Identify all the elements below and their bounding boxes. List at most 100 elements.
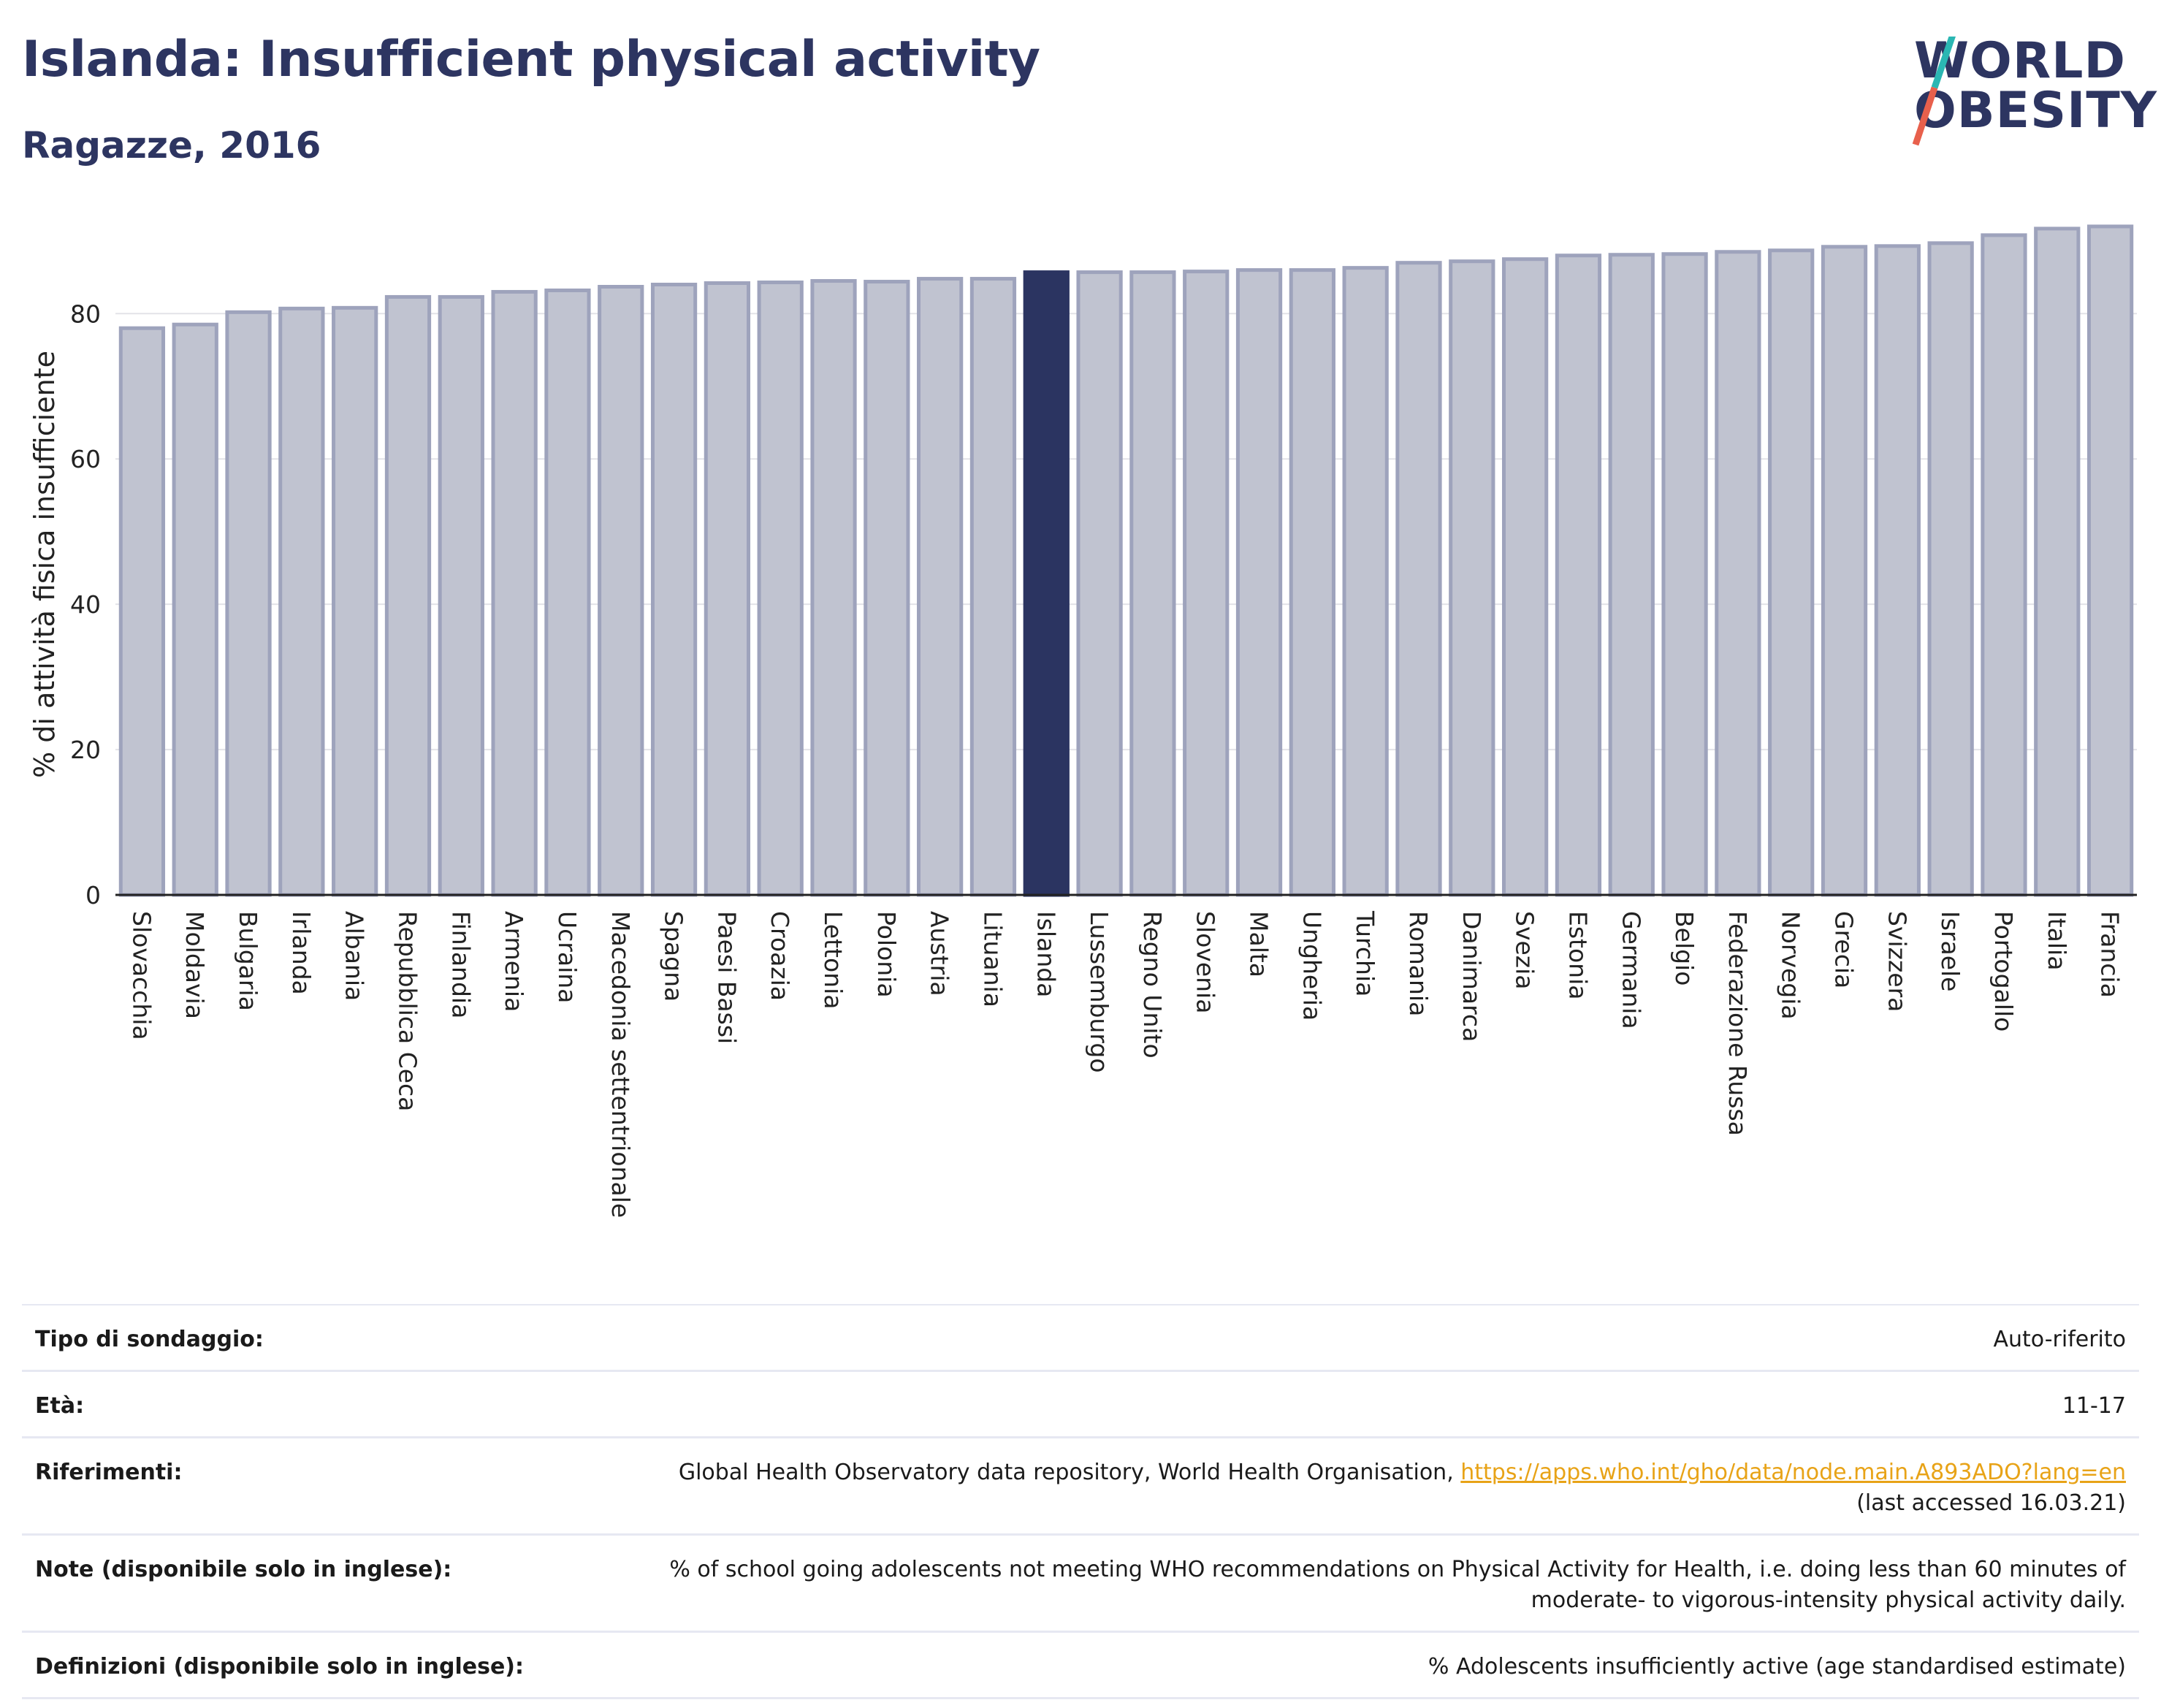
bar bbox=[1183, 270, 1230, 897]
bar bbox=[1289, 268, 1335, 897]
y-tick-label: 60 bbox=[70, 445, 101, 473]
x-tick-label: Spagna bbox=[660, 911, 688, 1002]
page-subtitle: Ragazze, 2016 bbox=[22, 124, 321, 167]
bar bbox=[1927, 241, 1974, 897]
info-label: Età: bbox=[35, 1393, 85, 1419]
x-tick-label: Germania bbox=[1617, 911, 1645, 1029]
bar bbox=[1661, 252, 1708, 897]
info-value: Global Health Observatory data repositor… bbox=[679, 1457, 2126, 1519]
page-title: Islanda: Insufficient physical activity bbox=[22, 31, 1040, 88]
x-tick-label: Danimarca bbox=[1457, 911, 1486, 1042]
bar bbox=[1981, 233, 2027, 897]
bar bbox=[1768, 248, 1815, 897]
bar bbox=[384, 294, 432, 897]
x-tick-label: Paesi Bassi bbox=[712, 911, 741, 1044]
bar bbox=[1501, 257, 1549, 897]
x-tick-label: Italia bbox=[2043, 911, 2071, 970]
bar bbox=[1342, 266, 1389, 897]
bar bbox=[491, 289, 538, 897]
info-row-survey-type: Tipo di sondaggio: Auto-riferito bbox=[22, 1305, 2139, 1372]
reference-text: Global Health Observatory data repositor… bbox=[678, 1460, 1461, 1485]
bar bbox=[1715, 250, 1761, 897]
bar bbox=[704, 281, 751, 897]
x-tick-label: Federazione Russa bbox=[1723, 911, 1752, 1136]
reference-link[interactable]: https://apps.who.int/gho/data/node.main.… bbox=[1460, 1460, 2126, 1485]
x-tick-label: Croazia bbox=[766, 911, 794, 1001]
bar bbox=[278, 306, 325, 897]
x-tick-label: Belgio bbox=[1670, 911, 1699, 985]
x-tick-label: Slovacchia bbox=[127, 911, 156, 1040]
info-table: Tipo di sondaggio: Auto-riferito Età: 11… bbox=[22, 1304, 2139, 1699]
bar-chart: 0 20 40 60 80 % di attività fisica insufficie… bbox=[28, 224, 2137, 1218]
info-value: % Adolescents insufficiently active (age… bbox=[1428, 1654, 2126, 1680]
y-tick-label: 80 bbox=[70, 300, 101, 328]
bar bbox=[1395, 261, 1442, 897]
info-row-age: Età: 11-17 bbox=[22, 1372, 2139, 1438]
info-value: % of school going adolescents not meetin… bbox=[669, 1557, 2126, 1613]
x-tick-label: Finlandia bbox=[446, 911, 475, 1018]
bar bbox=[757, 281, 804, 897]
x-tick-label: Francia bbox=[2096, 911, 2124, 998]
bar bbox=[864, 280, 910, 897]
x-tick-label: Armenia bbox=[500, 911, 528, 1012]
bar bbox=[2086, 224, 2134, 897]
reference-accessed: (last accessed 16.03.21) bbox=[1856, 1490, 2126, 1516]
x-tick-label: Svezia bbox=[1511, 911, 1539, 990]
info-row-definitions: Definizioni (disponibile solo in inglese… bbox=[22, 1633, 2139, 1699]
x-tick-label: Israele bbox=[1936, 911, 1964, 992]
bar bbox=[1235, 268, 1283, 897]
x-tick-label: Norvegia bbox=[1777, 911, 1805, 1020]
x-tick-label: Ucraina bbox=[553, 911, 582, 1003]
x-tick-label: Slovenia bbox=[1192, 911, 1220, 1013]
world-obesity-logo: WORLD OBESITY bbox=[1892, 37, 2157, 153]
x-tick-label: Islanda bbox=[1032, 911, 1060, 997]
y-tick-label: 0 bbox=[85, 881, 101, 910]
x-tick-label: Portogallo bbox=[1989, 911, 2018, 1032]
x-tick-label: Moldavia bbox=[180, 911, 209, 1019]
x-tick-label: Albania bbox=[340, 911, 369, 1001]
bar bbox=[1129, 270, 1176, 897]
bar bbox=[1449, 259, 1495, 897]
bar bbox=[172, 322, 218, 897]
bar bbox=[598, 285, 644, 897]
x-tick-label: Romania bbox=[1404, 911, 1433, 1016]
bar bbox=[1821, 245, 1868, 897]
bar bbox=[1555, 253, 1602, 897]
x-tick-label: Polonia bbox=[872, 911, 901, 998]
x-tick-label: Malta bbox=[1245, 911, 1273, 977]
x-tick-label: Estonia bbox=[1563, 911, 1592, 999]
info-label: Tipo di sondaggio: bbox=[35, 1327, 264, 1352]
bar bbox=[917, 277, 964, 897]
bar bbox=[810, 279, 857, 897]
x-tick-label: Lussemburgo bbox=[1085, 911, 1113, 1073]
y-tick-label: 40 bbox=[70, 590, 101, 619]
info-value: 11-17 bbox=[2062, 1393, 2126, 1419]
x-tick-label: Regno Unito bbox=[1138, 911, 1167, 1059]
x-tick-label: Repubblica Ceca bbox=[393, 911, 422, 1111]
x-tick-label: Ungheria bbox=[1297, 911, 1326, 1021]
info-label: Riferimenti: bbox=[35, 1460, 183, 1485]
x-tick-label: Lituania bbox=[978, 911, 1007, 1007]
bar bbox=[332, 305, 378, 897]
bar bbox=[650, 283, 698, 897]
x-tick-label: Lettonia bbox=[819, 911, 847, 1009]
logo-slash-icon bbox=[1912, 37, 1956, 146]
x-tick-label: Grecia bbox=[1830, 911, 1859, 988]
logo-word-obesity: OBESITY bbox=[1914, 82, 2157, 140]
x-tick-label: Bulgaria bbox=[234, 911, 262, 1011]
bar-highlighted bbox=[1023, 270, 1070, 897]
bar bbox=[118, 326, 166, 897]
info-label: Note (disponibile solo in inglese): bbox=[35, 1557, 452, 1582]
x-tick-label: Macedonia settentrionale bbox=[606, 911, 635, 1218]
bar bbox=[1608, 253, 1655, 897]
x-tick-label: Irlanda bbox=[287, 911, 316, 995]
x-tick-label: Svizzera bbox=[1883, 911, 1911, 1012]
bar bbox=[438, 294, 484, 897]
bar bbox=[544, 288, 591, 897]
y-axis-label: % di attività fisica insufficiente bbox=[28, 351, 61, 778]
bar bbox=[969, 277, 1017, 897]
info-value: Auto-riferito bbox=[1993, 1327, 2126, 1352]
x-tick-label: Austria bbox=[926, 911, 954, 996]
bar bbox=[1874, 244, 1921, 897]
bar bbox=[2034, 226, 2081, 897]
